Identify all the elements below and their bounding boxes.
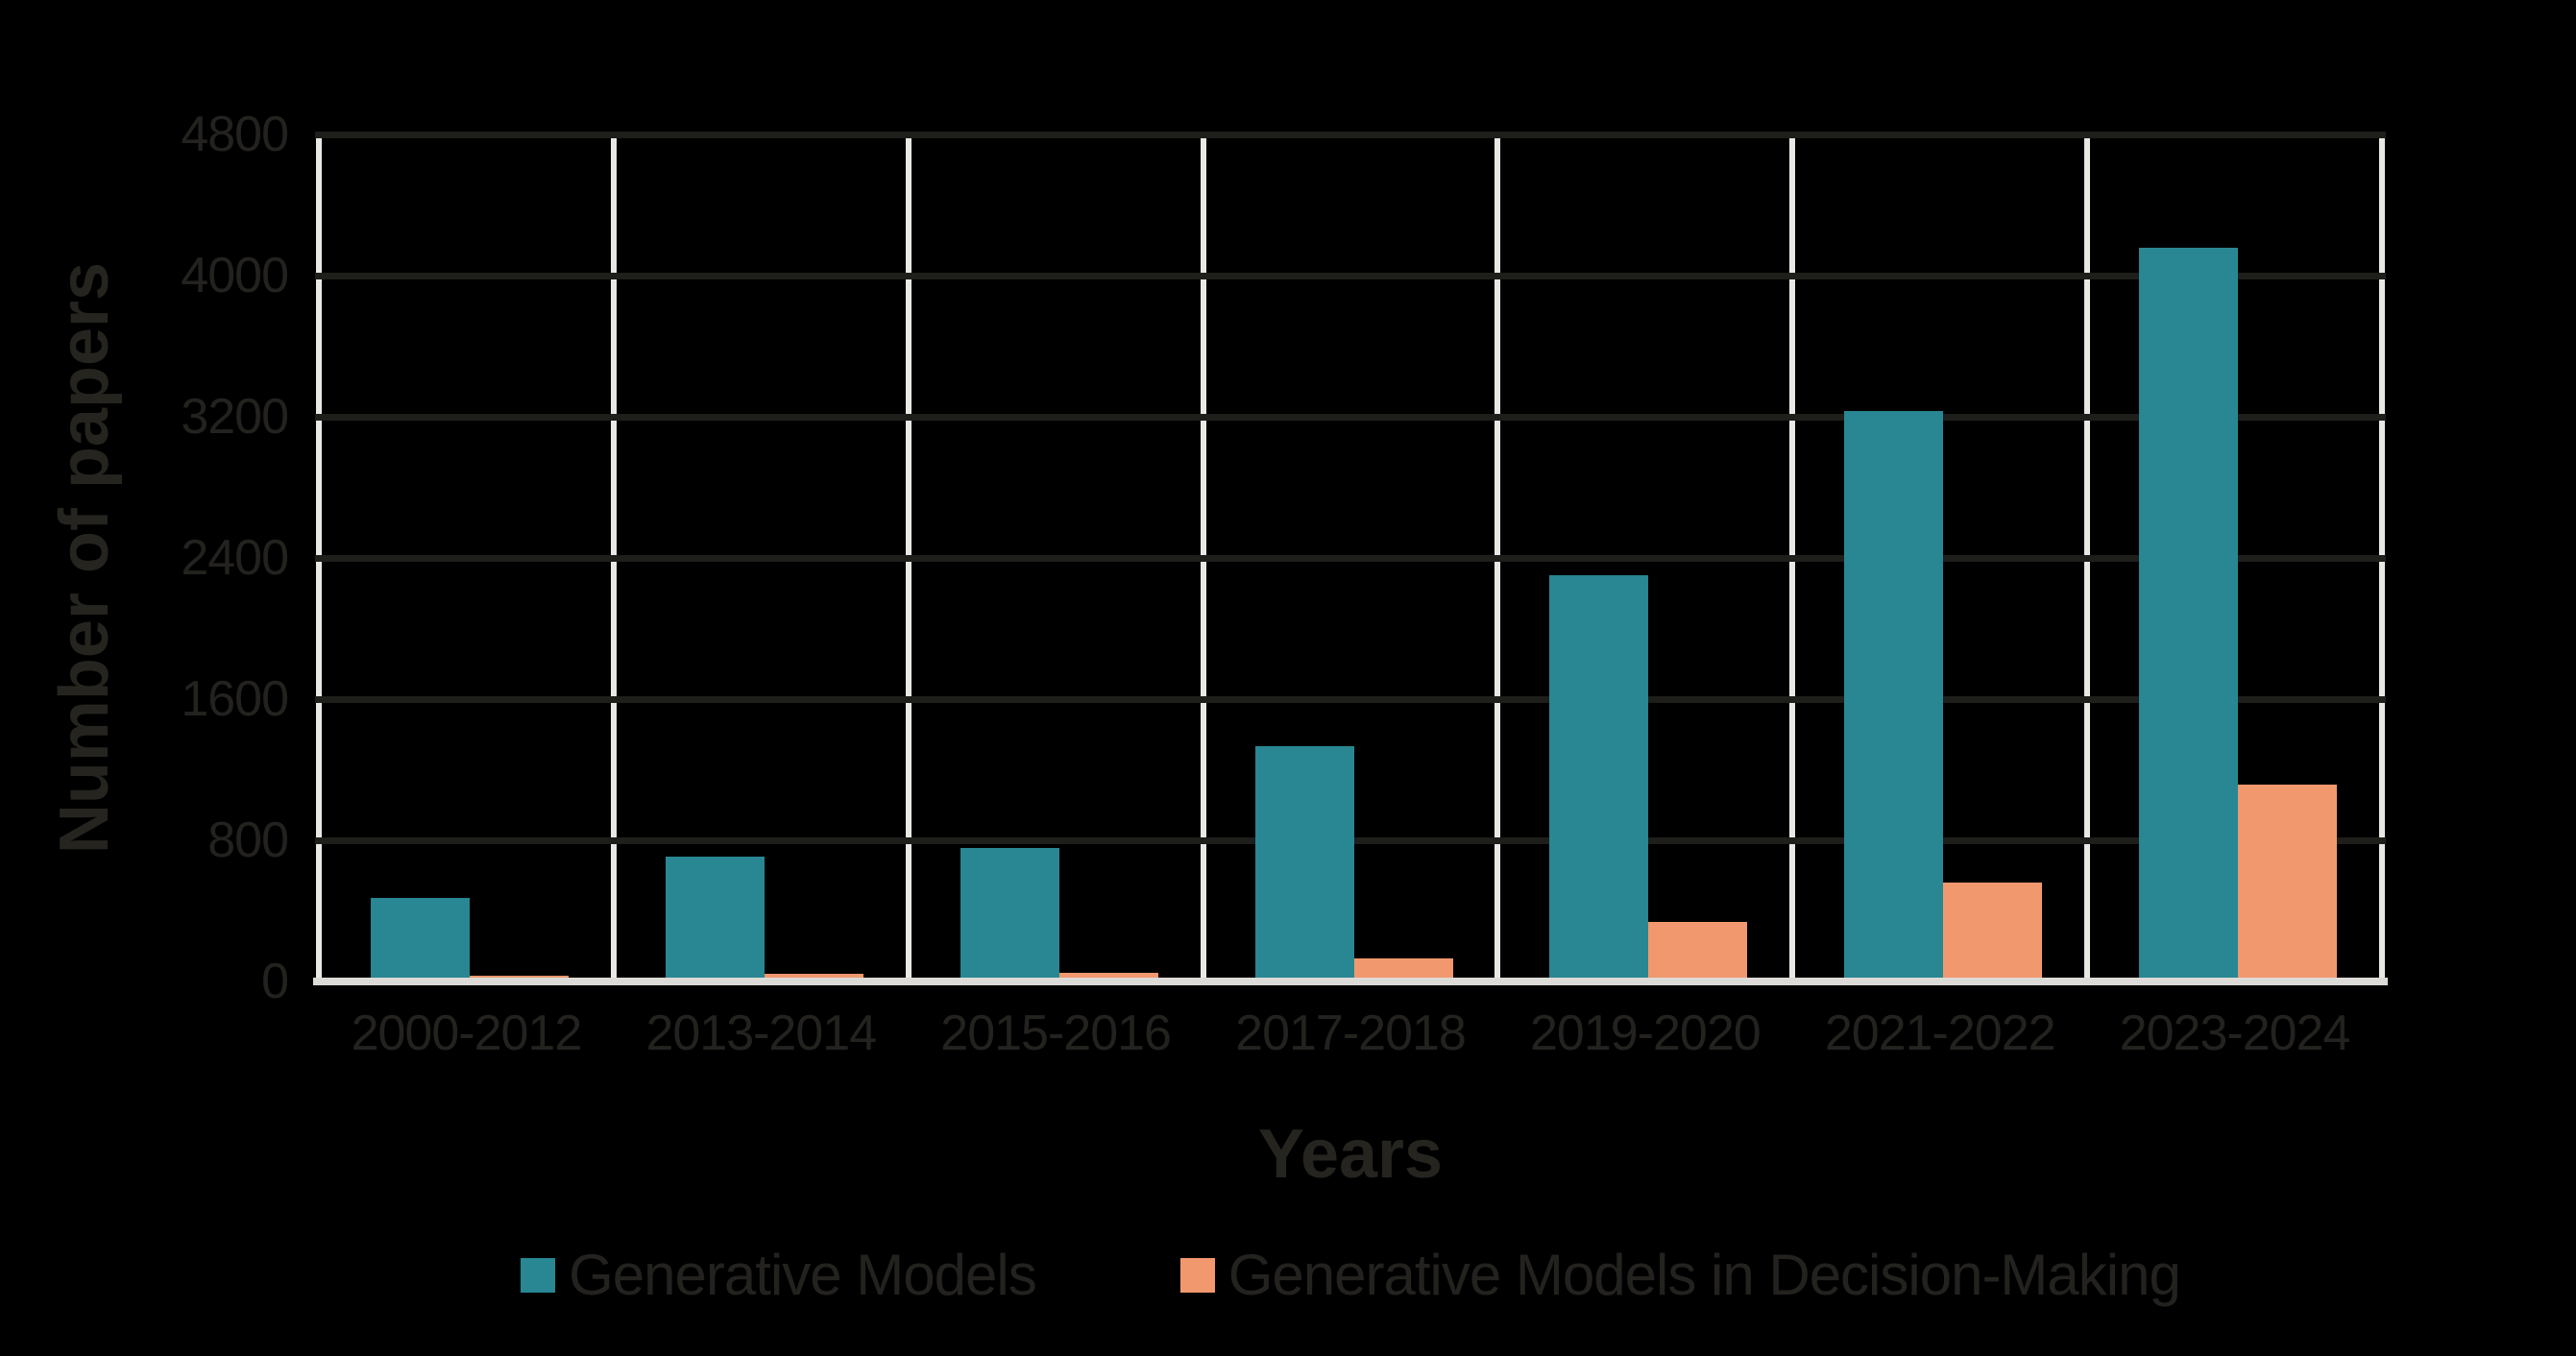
y-tick-label: 4800 [181, 107, 289, 162]
x-tick-label: 2000-2012 [351, 1005, 583, 1061]
x-axis-title: Years [1257, 1116, 1444, 1193]
y-tick-label: 2400 [181, 530, 289, 586]
bar-generative-models-in-decision-making-2017-2018 [1353, 958, 1453, 981]
x-tick-label: 2019-2020 [1530, 1005, 1762, 1061]
bar-generative-models-2023-2024 [2139, 247, 2239, 981]
chart-legend: Generative Models Generative Models in De… [319, 1237, 2382, 1314]
horizontal-gridline [315, 132, 2386, 138]
y-tick-label: 4000 [181, 248, 289, 303]
bar-generative-models-in-decision-making-2019-2020 [1648, 921, 1748, 981]
y-tick-label: 1600 [181, 671, 289, 727]
horizontal-gridline [315, 696, 2386, 703]
legend-label: Generative Models in Decision-Making [1227, 1243, 2181, 1307]
bar-generative-models-2017-2018 [1254, 745, 1354, 981]
bar-generative-models-2013-2014 [665, 856, 765, 981]
horizontal-gridline [315, 273, 2386, 279]
bar-generative-models-2021-2022 [1844, 411, 1944, 981]
bar-generative-models-2019-2020 [1549, 575, 1649, 981]
x-axis-baseline [313, 978, 2388, 985]
legend-item: Generative Models in Decision-Making [1179, 1243, 2181, 1307]
legend-label: Generative Models [569, 1243, 1037, 1307]
y-tick-label: 800 [207, 812, 289, 868]
x-tick-label: 2023-2024 [2119, 1005, 2351, 1061]
y-tick-label: 0 [261, 954, 289, 1009]
x-tick-label: 2013-2014 [645, 1005, 877, 1061]
bar-generative-models-in-decision-making-2015-2016 [1058, 972, 1158, 981]
legend-item: Generative Models [521, 1243, 1037, 1307]
x-tick-label: 2021-2022 [1824, 1005, 2056, 1061]
x-tick-label: 2015-2016 [940, 1005, 1172, 1061]
horizontal-gridline [315, 414, 2386, 421]
plot-area [315, 132, 2386, 981]
bar-generative-models-2015-2016 [960, 848, 1059, 981]
y-tick-label: 3200 [181, 389, 289, 445]
x-tick-label: 2017-2018 [1235, 1005, 1467, 1061]
bar-generative-models-2000-2012 [371, 897, 470, 981]
horizontal-gridline [315, 555, 2386, 562]
legend-swatch-icon [521, 1258, 556, 1293]
bar-generative-models-in-decision-making-2023-2024 [2238, 785, 2338, 981]
bar-generative-models-in-decision-making-2013-2014 [764, 973, 863, 981]
bar-generative-models-in-decision-making-2021-2022 [1943, 883, 2043, 981]
legend-swatch-icon [1179, 1258, 1215, 1293]
